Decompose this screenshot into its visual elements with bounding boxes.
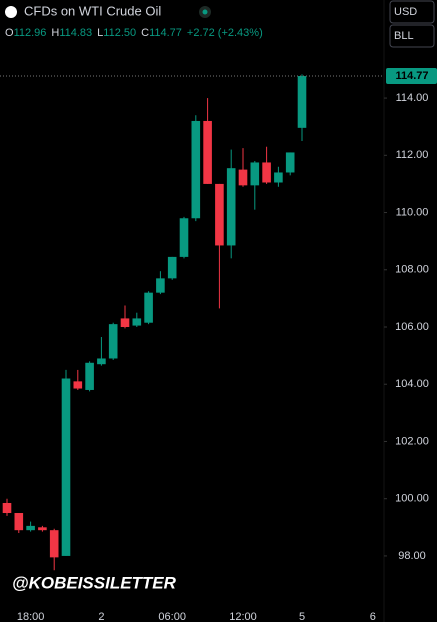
x-tick-label: 12:00 xyxy=(229,611,257,622)
currency-box[interactable] xyxy=(389,0,435,24)
candle-body xyxy=(203,120,212,184)
last-price-label: 114.77 xyxy=(395,70,428,82)
legend-key: C xyxy=(141,27,149,39)
y-tick-label: 112.00 xyxy=(396,149,429,161)
candle-body xyxy=(108,324,118,359)
candle-body xyxy=(120,318,130,328)
x-tick-label: 5 xyxy=(299,611,305,622)
legend-value: 112.96 xyxy=(14,27,47,39)
candle-body xyxy=(38,527,47,531)
chart-title: CFDs on WTI Crude Oil xyxy=(24,3,161,18)
unit[interactable]: BLL xyxy=(394,30,414,42)
x-tick-label: 06:00 xyxy=(158,611,186,622)
y-tick-label: 110.00 xyxy=(396,206,429,218)
legend-key: H xyxy=(51,27,59,39)
currency[interactable]: USD xyxy=(394,6,417,18)
watermark: @KOBEISSILETTER xyxy=(12,573,177,592)
last-price-box xyxy=(386,68,437,85)
legend-key: L xyxy=(97,27,103,39)
y-tick-label: 108.00 xyxy=(395,264,429,276)
candle-body xyxy=(2,502,12,514)
candle-body xyxy=(226,168,236,246)
candle-body xyxy=(262,162,271,183)
candle-body xyxy=(179,218,189,257)
candle-body xyxy=(274,172,283,183)
legend-value: 112.50 xyxy=(103,27,136,39)
y-tick-label: 106.00 xyxy=(395,321,429,333)
y-tick-label: 104.00 xyxy=(395,378,429,390)
candle-body xyxy=(191,120,201,219)
candle-body xyxy=(285,152,295,173)
candle-body xyxy=(297,76,307,128)
x-tick-label: 2 xyxy=(98,611,104,622)
candle-body xyxy=(167,256,177,279)
legend-value: 114.83 xyxy=(59,27,92,39)
candle-body xyxy=(73,381,83,389)
candle-body xyxy=(85,362,94,390)
ohlc-legend: O112.96 H114.83 L112.50 C114.77 +2.72 (+2.43… xyxy=(5,27,263,39)
y-tick-label: 98.00 xyxy=(398,550,426,562)
candle-body xyxy=(215,183,224,246)
y-tick-label: 102.00 xyxy=(395,435,429,447)
x-tick-label: 6 xyxy=(370,611,376,622)
legend-change: +2.72 (+2.43%) xyxy=(187,27,263,39)
legend-value: 114.77 xyxy=(149,27,182,39)
candle-body xyxy=(238,169,248,186)
status-dot xyxy=(202,9,208,15)
x-tick-label: 18:00 xyxy=(17,611,45,622)
candle-body xyxy=(97,358,106,365)
candle-body xyxy=(144,292,153,323)
y-tick-label: 100.00 xyxy=(395,493,429,505)
candle-body xyxy=(61,378,71,556)
candle-body xyxy=(49,530,59,558)
candle-body xyxy=(250,162,260,186)
legend-key: O xyxy=(5,27,14,39)
candle-body xyxy=(156,278,165,293)
candle-body xyxy=(132,318,142,326)
y-tick-label: 114.00 xyxy=(396,92,429,104)
unit-box[interactable] xyxy=(389,24,435,48)
candle-body xyxy=(26,525,35,531)
symbol-icon xyxy=(5,6,17,18)
candle-body xyxy=(14,513,24,531)
